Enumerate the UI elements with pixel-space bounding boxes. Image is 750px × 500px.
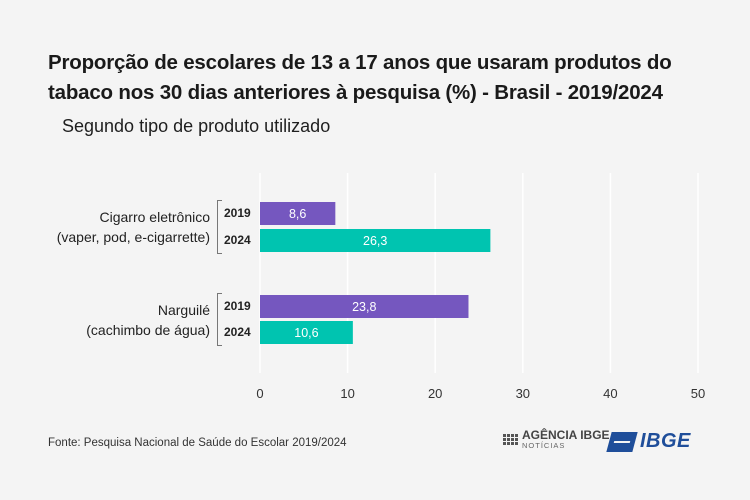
year-label: 2019 bbox=[224, 299, 251, 313]
category-bracket bbox=[217, 200, 222, 254]
year-label: 2024 bbox=[224, 233, 251, 247]
category-label-line: Narguilé bbox=[157, 301, 210, 318]
category-label-line: (vaper, pod, e-cigarrette) bbox=[56, 229, 210, 245]
agencia-grid-icon bbox=[503, 434, 518, 445]
year-label: 2019 bbox=[224, 206, 251, 220]
agencia-logo-text: AGÊNCIA IBGE bbox=[522, 428, 610, 442]
x-tick-label: 20 bbox=[428, 386, 442, 401]
bar-value-label: 26,3 bbox=[363, 234, 387, 248]
bar-2019 bbox=[260, 202, 336, 225]
agencia-ibge-logo: AGÊNCIA IBGE NOTÍCIAS bbox=[503, 429, 610, 450]
category-label-line: (cachimbo de água) bbox=[86, 321, 210, 338]
x-axis-ticks: 0 10 20 30 40 50 bbox=[256, 386, 705, 401]
agencia-logo-subtext: NOTÍCIAS bbox=[522, 441, 566, 450]
bar-value-label: 8,6 bbox=[289, 207, 306, 221]
x-tick-label: 10 bbox=[340, 386, 354, 401]
bar-2024 bbox=[260, 229, 491, 252]
bar-value-label: 23,8 bbox=[352, 300, 376, 314]
chart-title: Proporção de escolares de 13 a 17 anos q… bbox=[48, 51, 672, 104]
bar-2019 bbox=[260, 295, 469, 318]
source-note: Fonte: Pesquisa Nacional de Saúde do Esc… bbox=[48, 437, 347, 449]
x-tick-label: 30 bbox=[516, 386, 530, 401]
bar-value-label: 10,6 bbox=[294, 326, 318, 340]
category-label-line: Cigarro eletrônico bbox=[99, 209, 211, 225]
ibge-logo: IBGE bbox=[606, 430, 691, 453]
category-label: Narguilé (cachimbo de água) bbox=[86, 300, 210, 340]
x-tick-label: 50 bbox=[691, 386, 705, 401]
year-label: 2024 bbox=[224, 325, 251, 339]
chart-subtitle: Segundo tipo de produto utilizado bbox=[62, 116, 331, 136]
x-tick-label: 40 bbox=[603, 386, 617, 401]
x-tick-label: 0 bbox=[256, 386, 263, 401]
category-bracket bbox=[217, 293, 222, 346]
bars: 8,6 26,3 23,8 10,6 bbox=[260, 202, 491, 344]
ibge-logo-text: IBGE bbox=[640, 430, 691, 452]
bar-2024 bbox=[260, 321, 353, 344]
category-label: Cigarro eletrônico (vaper, pod, e-cigarre… bbox=[57, 207, 210, 247]
ibge-mark-icon bbox=[606, 431, 638, 452]
